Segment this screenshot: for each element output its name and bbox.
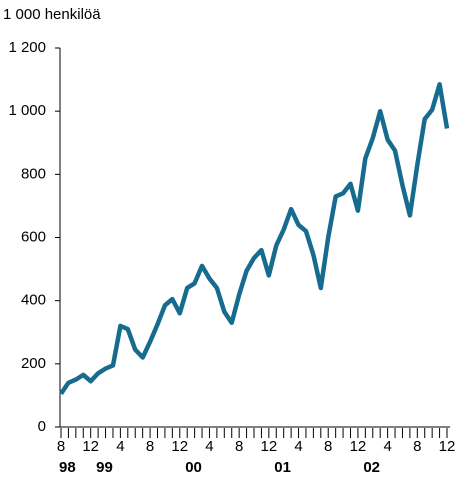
y-tick-label: 1 000 <box>8 102 46 119</box>
y-tick-label: 400 <box>21 292 46 309</box>
y-tick-label: 600 <box>21 228 46 245</box>
x-tick-label: 12 <box>439 438 456 455</box>
y-axis-label: 1 000 henkilöä <box>3 6 101 23</box>
x-tick-label: 8 <box>57 438 65 455</box>
x-tick-label: 8 <box>413 438 421 455</box>
year-label: 01 <box>274 459 291 476</box>
year-label: 02 <box>363 459 380 476</box>
x-tick-label: 4 <box>383 438 391 455</box>
y-tick-label: 0 <box>38 418 46 435</box>
x-tick-label: 12 <box>82 438 99 455</box>
y-tick-label: 800 <box>21 165 46 182</box>
y-tick-label: 200 <box>21 355 46 372</box>
x-tick-label: 12 <box>261 438 278 455</box>
x-tick-label: 4 <box>116 438 124 455</box>
data-line <box>59 82 450 396</box>
year-label: 99 <box>96 459 113 476</box>
y-tick-label: 1 200 <box>8 39 46 56</box>
x-tick-label: 4 <box>205 438 213 455</box>
x-tick-label: 8 <box>146 438 154 455</box>
x-tick-label: 8 <box>324 438 332 455</box>
year-label: 98 <box>59 459 76 476</box>
x-tick-label: 12 <box>171 438 188 455</box>
x-tick-label: 8 <box>235 438 243 455</box>
x-tick-label: 4 <box>294 438 302 455</box>
year-label: 00 <box>185 459 202 476</box>
x-tick-label: 12 <box>350 438 367 455</box>
